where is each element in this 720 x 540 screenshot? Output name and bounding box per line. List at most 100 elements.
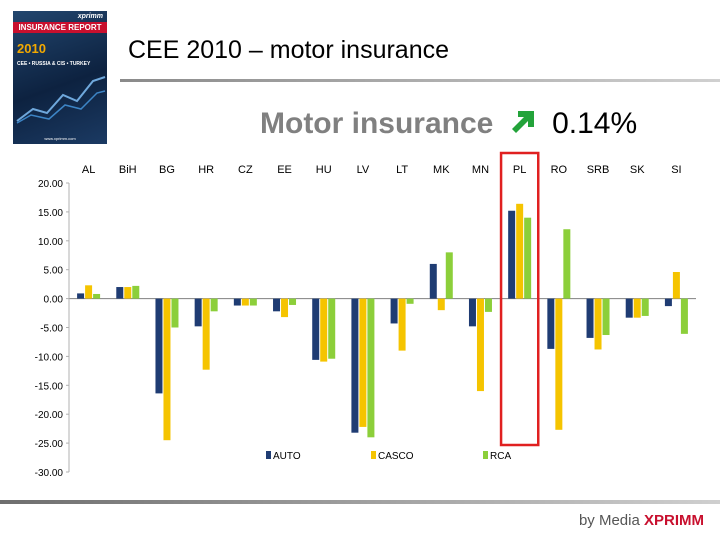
category-label-srb: SRB: [587, 164, 610, 176]
category-label-si: SI: [671, 164, 681, 176]
bar-mk-auto: [429, 263, 437, 299]
bar-si-casco: [672, 272, 680, 299]
bar-pl-casco: [516, 203, 524, 299]
bar-hu-auto: [312, 298, 320, 360]
legend-swatch-casco: [371, 451, 376, 459]
bar-hr-rca: [210, 298, 218, 312]
y-tick-label: 0.00: [44, 295, 64, 306]
bar-cz-rca: [249, 298, 257, 306]
bar-al-casco: [85, 285, 93, 299]
cover-brand: xprimm: [77, 13, 103, 20]
category-label-hr: HR: [198, 164, 214, 176]
bar-pl-auto: [508, 210, 516, 299]
y-tick-label: -25.00: [35, 439, 64, 450]
category-label-ro: RO: [551, 164, 568, 176]
bar-bg-casco: [163, 298, 171, 441]
bar-sk-casco: [633, 298, 641, 318]
bar-ro-rca: [563, 229, 571, 299]
bar-lt-rca: [406, 298, 414, 304]
bar-mk-casco: [437, 298, 445, 311]
cover-report-title: INSURANCE REPORT: [13, 22, 107, 33]
bar-cz-auto: [233, 298, 241, 306]
bar-srb-casco: [594, 298, 602, 350]
y-tick-label: 5.00: [44, 266, 64, 277]
bar-al-auto: [77, 293, 85, 299]
y-tick-label: -30.00: [35, 468, 64, 479]
bar-bg-auto: [155, 298, 163, 394]
bar-bih-auto: [116, 287, 124, 299]
category-label-ee: EE: [277, 164, 292, 176]
bar-sk-rca: [641, 298, 649, 316]
bar-srb-auto: [586, 298, 594, 338]
bar-ro-casco: [555, 298, 563, 430]
bar-bg-rca: [171, 298, 179, 328]
bar-ee-casco: [281, 298, 289, 318]
y-tick-label: 15.00: [38, 208, 63, 219]
bar-bih-rca: [132, 285, 140, 299]
bar-mk-rca: [445, 252, 453, 299]
highlight-box-pl: [499, 151, 540, 447]
category-label-hu: HU: [316, 164, 332, 176]
subtitle-label: Motor insurance: [260, 107, 494, 140]
y-tick-label: -15.00: [35, 381, 64, 392]
bar-hu-rca: [328, 298, 336, 359]
bar-si-rca: [680, 298, 688, 334]
slide-title: CEE 2010 – motor insurance: [128, 36, 450, 64]
legend-swatch-auto: [266, 451, 271, 459]
subtitle-value: 0.14%: [552, 107, 638, 140]
bar-ee-auto: [273, 298, 281, 312]
cover-year: 2010: [17, 41, 46, 56]
bar-pl-rca: [524, 217, 532, 299]
chart-subtitle: Motor insurance 0.14%: [260, 107, 637, 141]
category-label-al: AL: [82, 164, 95, 176]
cover-chart-graphic: [16, 76, 106, 124]
category-label-cz: CZ: [238, 164, 253, 176]
bar-ee-rca: [289, 298, 297, 305]
category-label-bih: BiH: [119, 164, 137, 176]
bar-hr-casco: [202, 298, 210, 370]
bar-lt-casco: [398, 298, 406, 351]
category-label-pl: PL: [513, 164, 526, 176]
category-label-mk: MK: [433, 164, 450, 176]
footer-brand: XPRIMM: [644, 512, 704, 529]
bar-lv-casco: [359, 298, 367, 427]
bar-lv-rca: [367, 298, 375, 438]
footer-prefix: by Media: [578, 512, 640, 529]
category-label-lt: LT: [396, 164, 408, 176]
bar-mn-rca: [484, 298, 492, 312]
report-cover-thumbnail: xprimm INSURANCE REPORT 2010 CEE • RUSSI…: [13, 11, 107, 144]
legend-swatch-rca: [483, 451, 488, 459]
cover-url: www.xprimm.com: [44, 136, 76, 141]
bar-lv-auto: [351, 298, 359, 433]
footer-credit: by Media XPRIMM: [579, 512, 704, 529]
y-tick-label: -5.00: [40, 324, 63, 335]
bar-srb-rca: [602, 298, 610, 336]
bar-cz-casco: [241, 298, 249, 306]
bar-mn-casco: [476, 298, 484, 392]
category-label-bg: BG: [159, 164, 175, 176]
bar-al-rca: [93, 293, 101, 299]
bar-sk-auto: [625, 298, 633, 318]
bar-hu-casco: [320, 298, 328, 362]
y-tick-label: -20.00: [35, 410, 64, 421]
legend-label-auto: AUTO: [273, 451, 301, 462]
bar-si-auto: [664, 298, 672, 307]
bar-hr-auto: [194, 298, 202, 327]
y-tick-label: 20.00: [38, 179, 63, 190]
up-arrow-icon: [511, 111, 534, 133]
bar-mn-auto: [468, 298, 476, 327]
y-tick-label: -10.00: [35, 352, 64, 363]
category-label-mn: MN: [472, 164, 489, 176]
legend-label-casco: CASCO: [378, 451, 414, 462]
footer-divider: [0, 500, 720, 504]
category-label-sk: SK: [630, 164, 645, 176]
motor-insurance-bar-chart: 20.00 15.00 10.00 5.00 0.00 -5.00 -10.00 -15.00…: [35, 151, 696, 479]
title-divider: [120, 79, 720, 82]
cover-region: CEE • RUSSIA & CIS • TURKEY: [17, 61, 91, 67]
bar-bih-casco: [124, 287, 132, 299]
category-label-lv: LV: [357, 164, 370, 176]
bar-lt-auto: [390, 298, 398, 324]
legend-label-rca: RCA: [490, 451, 511, 462]
y-tick-label: 10.00: [38, 237, 63, 248]
bar-ro-auto: [547, 298, 555, 349]
